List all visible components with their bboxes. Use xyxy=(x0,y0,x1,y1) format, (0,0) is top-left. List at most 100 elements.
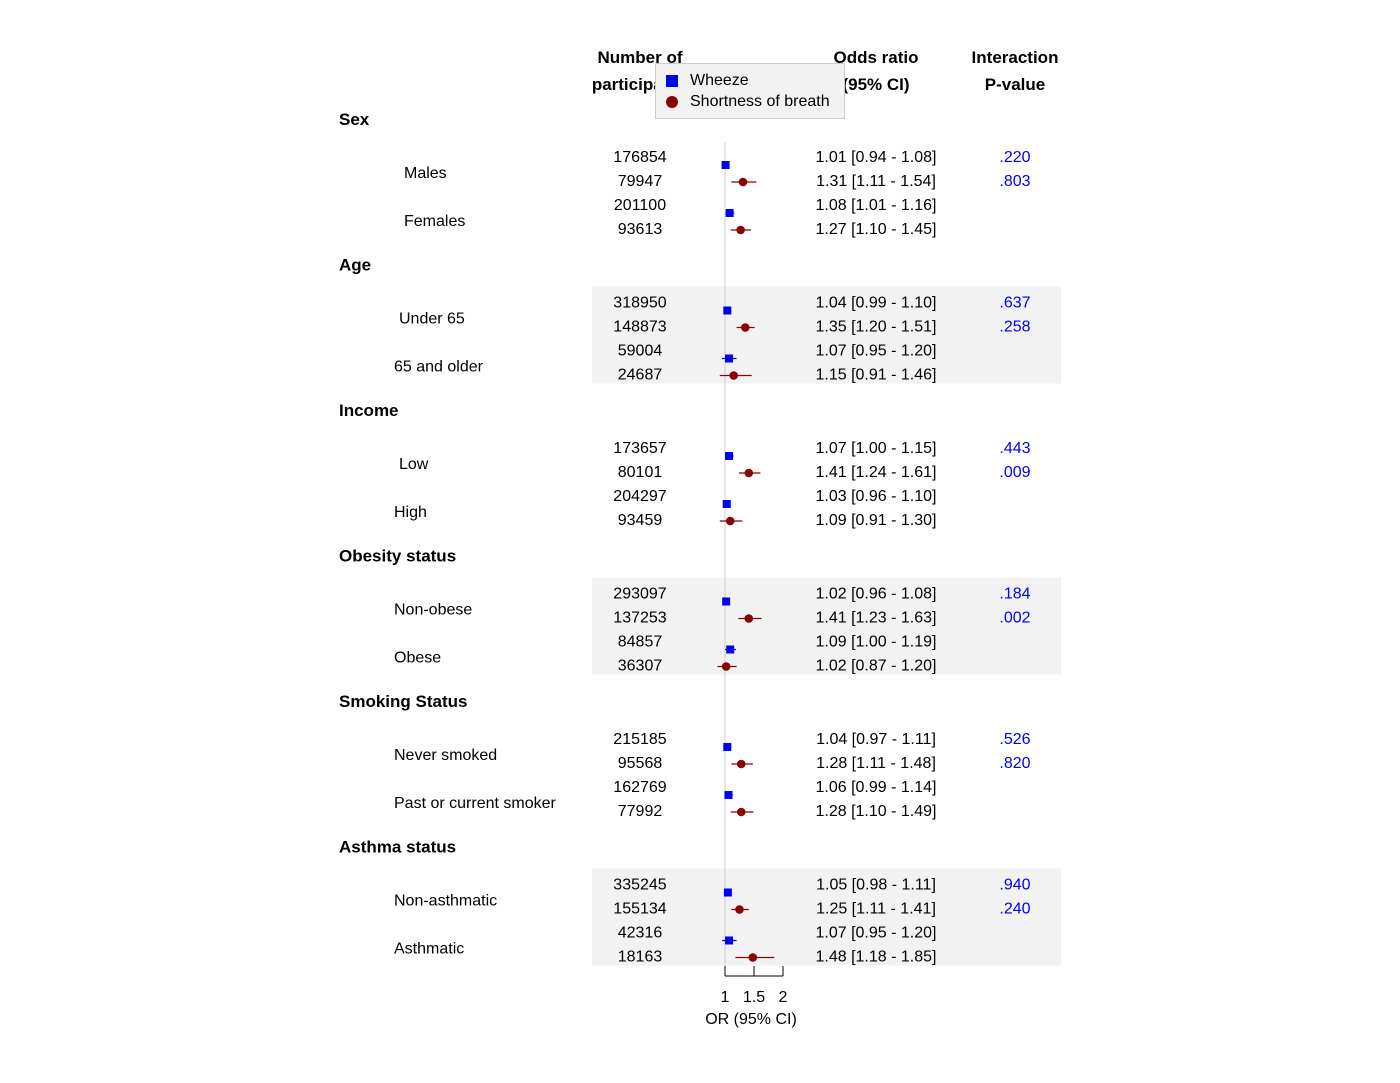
point-asthmatic-shortness-of-breath xyxy=(748,953,758,962)
odds-ratio-text-non-obese-wheeze: 1.02 [0.96 - 1.08] xyxy=(816,586,937,603)
group-shading-obesity-status xyxy=(592,577,1061,675)
p-value-under-65-wheeze: .637 xyxy=(999,295,1030,312)
p-value-non-asthmatic-wheeze: .940 xyxy=(999,877,1030,894)
p-value-males-shortness-of-breath: .803 xyxy=(999,173,1030,190)
legend-item-wheeze: Wheeze xyxy=(666,72,749,90)
subgroup-label-never-smoked: Never smoked xyxy=(394,747,497,764)
point-females-shortness-of-breath xyxy=(736,225,745,235)
odds-ratio-text-asthmatic-wheeze: 1.07 [0.95 - 1.20] xyxy=(816,925,937,942)
subgroup-label-non-obese: Non-obese xyxy=(394,602,472,619)
point-obese-wheeze xyxy=(726,645,735,654)
group-label-obesity-status: Obesity status xyxy=(339,547,456,566)
point-65-and-older-shortness-of-breath xyxy=(729,371,738,380)
odds-ratio-text-obese-shortness-of-breath: 1.02 [0.87 - 1.20] xyxy=(816,658,937,675)
odds-ratio-text-under-65-shortness-of-breath: 1.35 [1.20 - 1.51] xyxy=(816,319,937,336)
participants-non-obese-shortness-of-breath: 137253 xyxy=(613,610,666,627)
participants-never-smoked-shortness-of-breath: 95568 xyxy=(618,755,663,772)
odds-ratio-text-low-shortness-of-breath: 1.41 [1.24 - 1.61] xyxy=(816,464,937,481)
legend-label-wheeze: Wheeze xyxy=(690,72,749,89)
odds-ratio-text-low-wheeze: 1.07 [1.00 - 1.15] xyxy=(816,440,937,457)
p-value-low-wheeze: .443 xyxy=(999,440,1030,457)
p-value-never-smoked-wheeze: .526 xyxy=(999,731,1030,748)
point-65-and-older-wheeze xyxy=(725,354,734,363)
header-odds-ratio-line2: (95% CI) xyxy=(842,75,909,94)
participants-males-wheeze: 176854 xyxy=(613,149,666,166)
point-low-wheeze xyxy=(725,452,734,460)
legend-label-shortness-of-breath: Shortness of breath xyxy=(690,93,830,110)
participants-low-wheeze: 173657 xyxy=(613,440,666,457)
participants-females-wheeze: 201100 xyxy=(614,197,666,214)
participants-females-shortness-of-breath: 93613 xyxy=(618,221,663,238)
subgroup-label-65-and-older: 65 and older xyxy=(394,359,484,376)
p-value-under-65-shortness-of-breath: .258 xyxy=(999,319,1030,336)
subgroup-label-asthmatic: Asthmatic xyxy=(394,941,464,958)
x-axis: 1 1.5 2 OR (95% CI) xyxy=(705,966,797,1028)
odds-ratio-text-past-or-current-smoker-shortness-of-breath: 1.28 [1.10 - 1.49] xyxy=(816,803,937,820)
odds-ratio-text-females-wheeze: 1.08 [1.01 - 1.16] xyxy=(816,197,937,214)
x-tick-label-1-5: 1.5 xyxy=(743,989,765,1006)
p-value-never-smoked-shortness-of-breath: .820 xyxy=(999,755,1030,772)
point-low-shortness-of-breath xyxy=(744,468,754,478)
participants-high-shortness-of-breath: 93459 xyxy=(618,512,663,529)
participants-never-smoked-wheeze: 215185 xyxy=(613,731,666,748)
odds-ratio-text-males-shortness-of-breath: 1.31 [1.11 - 1.54] xyxy=(816,173,936,190)
group-label-age: Age xyxy=(339,256,371,275)
participants-under-65-wheeze: 318950 xyxy=(613,295,666,312)
point-under-65-shortness-of-breath xyxy=(741,323,750,332)
point-males-wheeze xyxy=(721,161,730,169)
group-shading-age xyxy=(592,286,1061,384)
group-label-asthma-status: Asthma status xyxy=(339,838,456,857)
odds-ratio-text-past-or-current-smoker-wheeze: 1.06 [0.99 - 1.14] xyxy=(816,779,937,796)
participants-low-shortness-of-breath: 80101 xyxy=(618,464,663,481)
odds-ratio-text-females-shortness-of-breath: 1.27 [1.10 - 1.45] xyxy=(816,221,937,238)
header-participants-line1: Number of xyxy=(598,48,683,67)
x-axis-title: OR (95% CI) xyxy=(705,1011,797,1028)
odds-ratio-text-males-wheeze: 1.01 [0.94 - 1.08] xyxy=(816,149,937,166)
group-shading-asthma-status xyxy=(592,868,1061,966)
x-tick-label-1: 1 xyxy=(721,989,730,1006)
legend-square-marker xyxy=(666,75,678,87)
point-females-wheeze xyxy=(725,209,734,217)
point-non-asthmatic-wheeze xyxy=(723,888,732,897)
group-label-income: Income xyxy=(339,401,399,420)
participants-65-and-older-wheeze: 59004 xyxy=(618,343,663,360)
participants-under-65-shortness-of-breath: 148873 xyxy=(613,319,666,336)
x-tick-label-2: 2 xyxy=(779,989,788,1006)
subgroup-label-low: Low xyxy=(399,456,429,473)
participants-asthmatic-wheeze: 42316 xyxy=(618,925,663,942)
odds-ratio-text-non-obese-shortness-of-breath: 1.41 [1.23 - 1.63] xyxy=(816,610,937,627)
point-asthmatic-wheeze xyxy=(725,936,734,945)
point-non-obese-wheeze xyxy=(722,597,731,606)
odds-ratio-text-obese-wheeze: 1.09 [1.00 - 1.19] xyxy=(816,634,937,651)
subgroup-label-under-65: Under 65 xyxy=(399,311,465,328)
subgroup-label-past-or-current-smoker: Past or current smoker xyxy=(394,795,557,812)
p-value-non-asthmatic-shortness-of-breath: .240 xyxy=(999,901,1030,918)
point-obese-shortness-of-breath xyxy=(721,662,731,671)
odds-ratio-text-never-smoked-wheeze: 1.04 [0.97 - 1.11] xyxy=(816,731,936,748)
subgroup-label-males: Males xyxy=(404,165,447,182)
participants-non-obese-wheeze: 293097 xyxy=(613,586,666,603)
p-value-males-wheeze: .220 xyxy=(999,149,1030,166)
participants-non-asthmatic-wheeze: 335245 xyxy=(613,877,666,894)
point-under-65-wheeze xyxy=(723,306,732,315)
point-past-or-current-smoker-wheeze xyxy=(724,791,733,799)
odds-ratio-text-high-shortness-of-breath: 1.09 [0.91 - 1.30] xyxy=(816,512,937,529)
group-label-smoking-status: Smoking Status xyxy=(339,692,467,711)
p-value-non-obese-wheeze: .184 xyxy=(999,586,1030,603)
header-interaction-line1: Interaction xyxy=(972,48,1059,67)
participants-65-and-older-shortness-of-breath: 24687 xyxy=(618,367,663,384)
participants-males-shortness-of-breath: 79947 xyxy=(618,173,663,190)
point-past-or-current-smoker-shortness-of-breath xyxy=(736,807,746,817)
p-value-low-shortness-of-breath: .009 xyxy=(999,464,1030,481)
participants-non-asthmatic-shortness-of-breath: 155134 xyxy=(613,901,666,918)
point-high-shortness-of-breath xyxy=(725,516,735,526)
odds-ratio-text-high-wheeze: 1.03 [0.96 - 1.10] xyxy=(816,488,937,505)
legend-circle-marker xyxy=(666,96,678,108)
participants-past-or-current-smoker-wheeze: 162769 xyxy=(613,779,666,796)
group-label-sex: Sex xyxy=(339,110,370,129)
point-never-smoked-shortness-of-breath xyxy=(736,759,746,769)
odds-ratio-text-asthmatic-shortness-of-breath: 1.48 [1.18 - 1.85] xyxy=(816,949,937,966)
point-males-shortness-of-breath xyxy=(738,177,748,187)
